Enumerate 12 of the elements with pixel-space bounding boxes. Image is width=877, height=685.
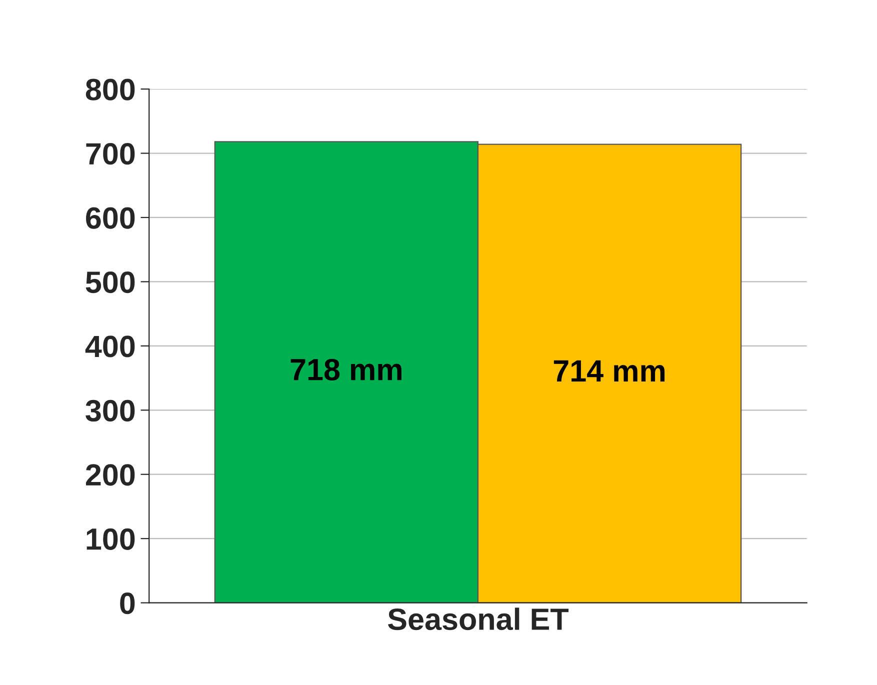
data-label: 718 mm <box>290 358 402 380</box>
y-tick-label: 400 <box>85 336 135 358</box>
y-tick-label: 700 <box>86 143 135 165</box>
y-tick-label: 0 <box>120 592 135 614</box>
x-tick-label: Seasonal ET <box>388 608 568 630</box>
y-tick-label: 200 <box>86 464 135 486</box>
y-tick-label: 300 <box>86 400 135 422</box>
data-label: 714 mm <box>554 360 665 382</box>
y-tick-label: 600 <box>86 207 135 229</box>
y-tick-label: 500 <box>86 271 135 294</box>
y-tick-label: 100 <box>86 528 135 550</box>
y-tick-label: 800 <box>86 78 135 100</box>
